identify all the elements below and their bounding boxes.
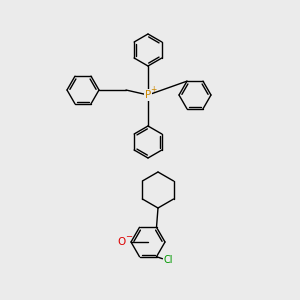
Text: −: − bbox=[125, 232, 133, 242]
Text: Cl: Cl bbox=[164, 255, 173, 265]
Text: P: P bbox=[145, 90, 151, 100]
Text: +: + bbox=[150, 85, 156, 94]
Text: O: O bbox=[118, 237, 126, 247]
